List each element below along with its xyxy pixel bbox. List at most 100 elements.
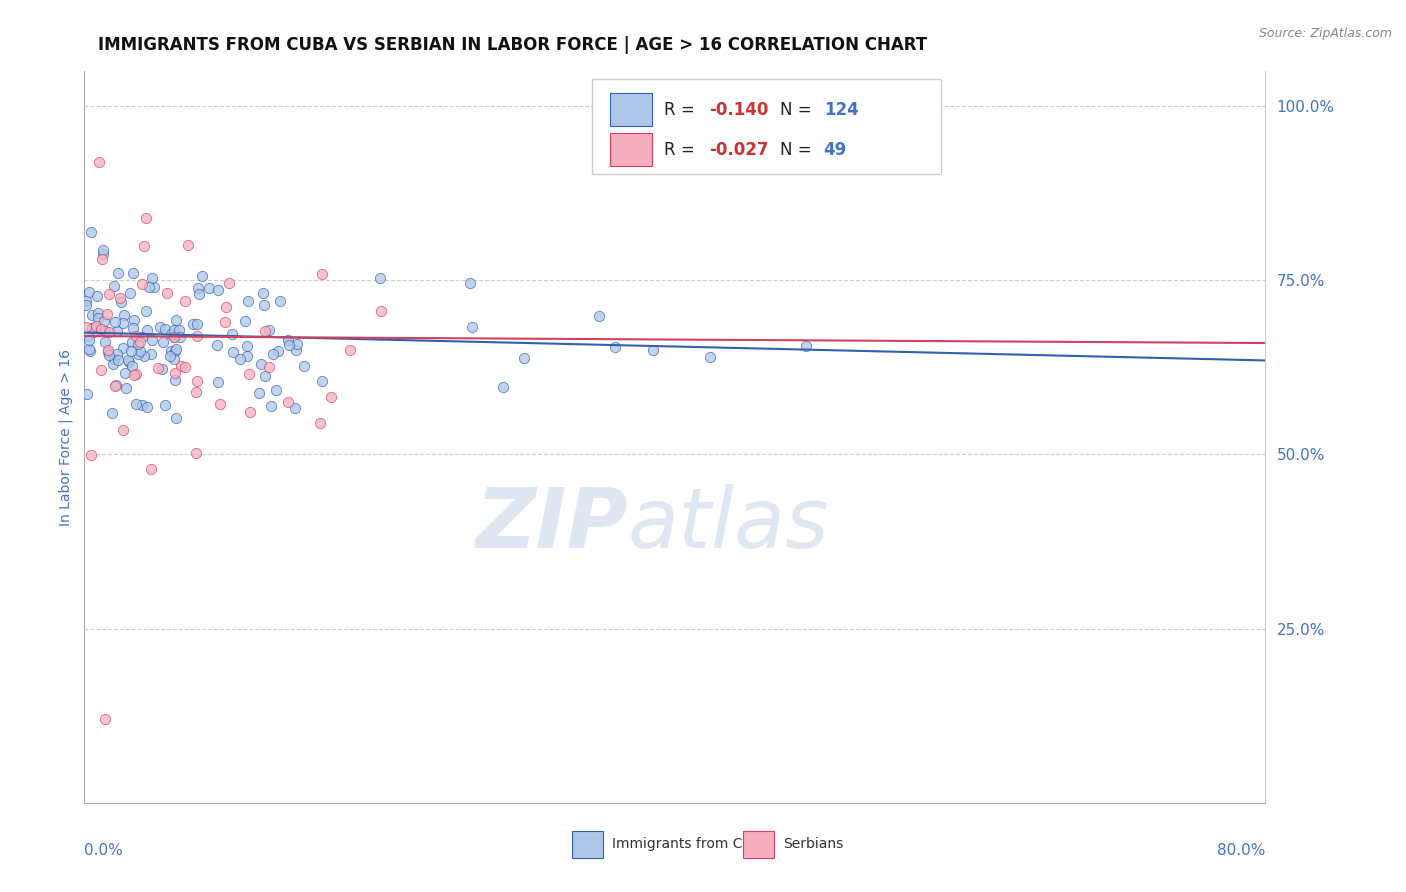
Point xyxy=(75,319,97,334)
Point xyxy=(460,319,482,334)
Point xyxy=(103,278,125,293)
Point xyxy=(160,326,183,341)
Point xyxy=(89,363,111,377)
Point xyxy=(79,343,101,358)
Point xyxy=(138,280,160,294)
Point xyxy=(105,347,128,361)
Point xyxy=(141,347,163,361)
Point xyxy=(101,407,124,421)
Point xyxy=(79,334,101,348)
Point xyxy=(277,333,299,347)
Point xyxy=(156,286,179,301)
Point xyxy=(184,384,207,399)
Point xyxy=(339,343,361,357)
Point xyxy=(125,329,148,343)
Point xyxy=(112,308,135,322)
Point xyxy=(253,297,276,311)
Point xyxy=(460,276,482,290)
Point xyxy=(114,366,136,380)
Point xyxy=(127,347,149,361)
Point xyxy=(187,287,209,301)
Point xyxy=(150,362,173,376)
Point xyxy=(294,359,316,373)
Point xyxy=(163,330,186,344)
Point xyxy=(796,339,818,353)
Point xyxy=(146,361,169,376)
Text: -0.140: -0.140 xyxy=(709,101,769,120)
Point xyxy=(699,350,721,364)
Text: 49: 49 xyxy=(824,141,846,160)
Point xyxy=(132,238,155,252)
Point xyxy=(170,359,193,373)
Point xyxy=(229,351,252,366)
Point xyxy=(98,325,121,339)
Point xyxy=(76,293,98,308)
Point xyxy=(117,352,139,367)
Point xyxy=(111,316,134,330)
Point xyxy=(107,266,129,280)
Point xyxy=(114,381,136,395)
Point xyxy=(167,323,190,337)
Point xyxy=(165,367,187,381)
Text: Immigrants from Cuba: Immigrants from Cuba xyxy=(612,838,769,852)
Point xyxy=(110,295,132,310)
Point xyxy=(90,322,112,336)
Point xyxy=(250,357,273,371)
Text: Source: ZipAtlas.com: Source: ZipAtlas.com xyxy=(1258,27,1392,40)
Point xyxy=(152,335,174,350)
Point xyxy=(84,319,107,334)
Point xyxy=(93,324,115,338)
Point xyxy=(80,448,103,462)
Point xyxy=(135,323,157,337)
FancyBboxPatch shape xyxy=(610,133,652,167)
Point xyxy=(603,340,626,354)
Point xyxy=(214,315,236,329)
Point xyxy=(131,277,153,292)
Point xyxy=(236,293,259,308)
Y-axis label: In Labor Force | Age > 16: In Labor Force | Age > 16 xyxy=(59,349,73,525)
Point xyxy=(285,337,308,351)
Point xyxy=(252,286,274,301)
Point xyxy=(143,279,166,293)
Point xyxy=(247,386,270,401)
Point xyxy=(269,294,291,309)
Point xyxy=(132,349,155,363)
Point xyxy=(104,379,127,393)
Point xyxy=(257,323,280,337)
Point xyxy=(221,344,243,359)
Point xyxy=(253,324,276,338)
Point xyxy=(177,237,200,252)
Point xyxy=(285,343,308,357)
Point xyxy=(207,375,229,389)
Text: 0.0%: 0.0% xyxy=(84,843,124,858)
Point xyxy=(125,397,148,411)
Text: Serbians: Serbians xyxy=(783,838,844,852)
Point xyxy=(221,326,243,341)
Point xyxy=(512,351,534,365)
Point xyxy=(165,343,187,358)
Point xyxy=(588,309,610,323)
Point xyxy=(492,380,515,394)
Point xyxy=(122,368,145,383)
Point xyxy=(165,411,187,425)
Point xyxy=(266,344,288,359)
Point xyxy=(257,359,280,374)
Point xyxy=(87,311,110,326)
Point xyxy=(93,314,115,328)
Point xyxy=(163,330,186,344)
Point xyxy=(125,367,148,381)
Text: ZIP: ZIP xyxy=(475,484,627,566)
Point xyxy=(120,286,142,301)
Point xyxy=(135,211,157,225)
Point xyxy=(141,462,163,476)
Point xyxy=(284,401,307,415)
Point xyxy=(165,313,187,327)
Point xyxy=(97,287,120,301)
Point xyxy=(80,309,103,323)
Point xyxy=(90,252,112,266)
Point xyxy=(169,330,191,344)
Point xyxy=(236,339,259,353)
Point xyxy=(368,271,391,285)
Point xyxy=(163,373,186,387)
Point xyxy=(278,338,301,352)
